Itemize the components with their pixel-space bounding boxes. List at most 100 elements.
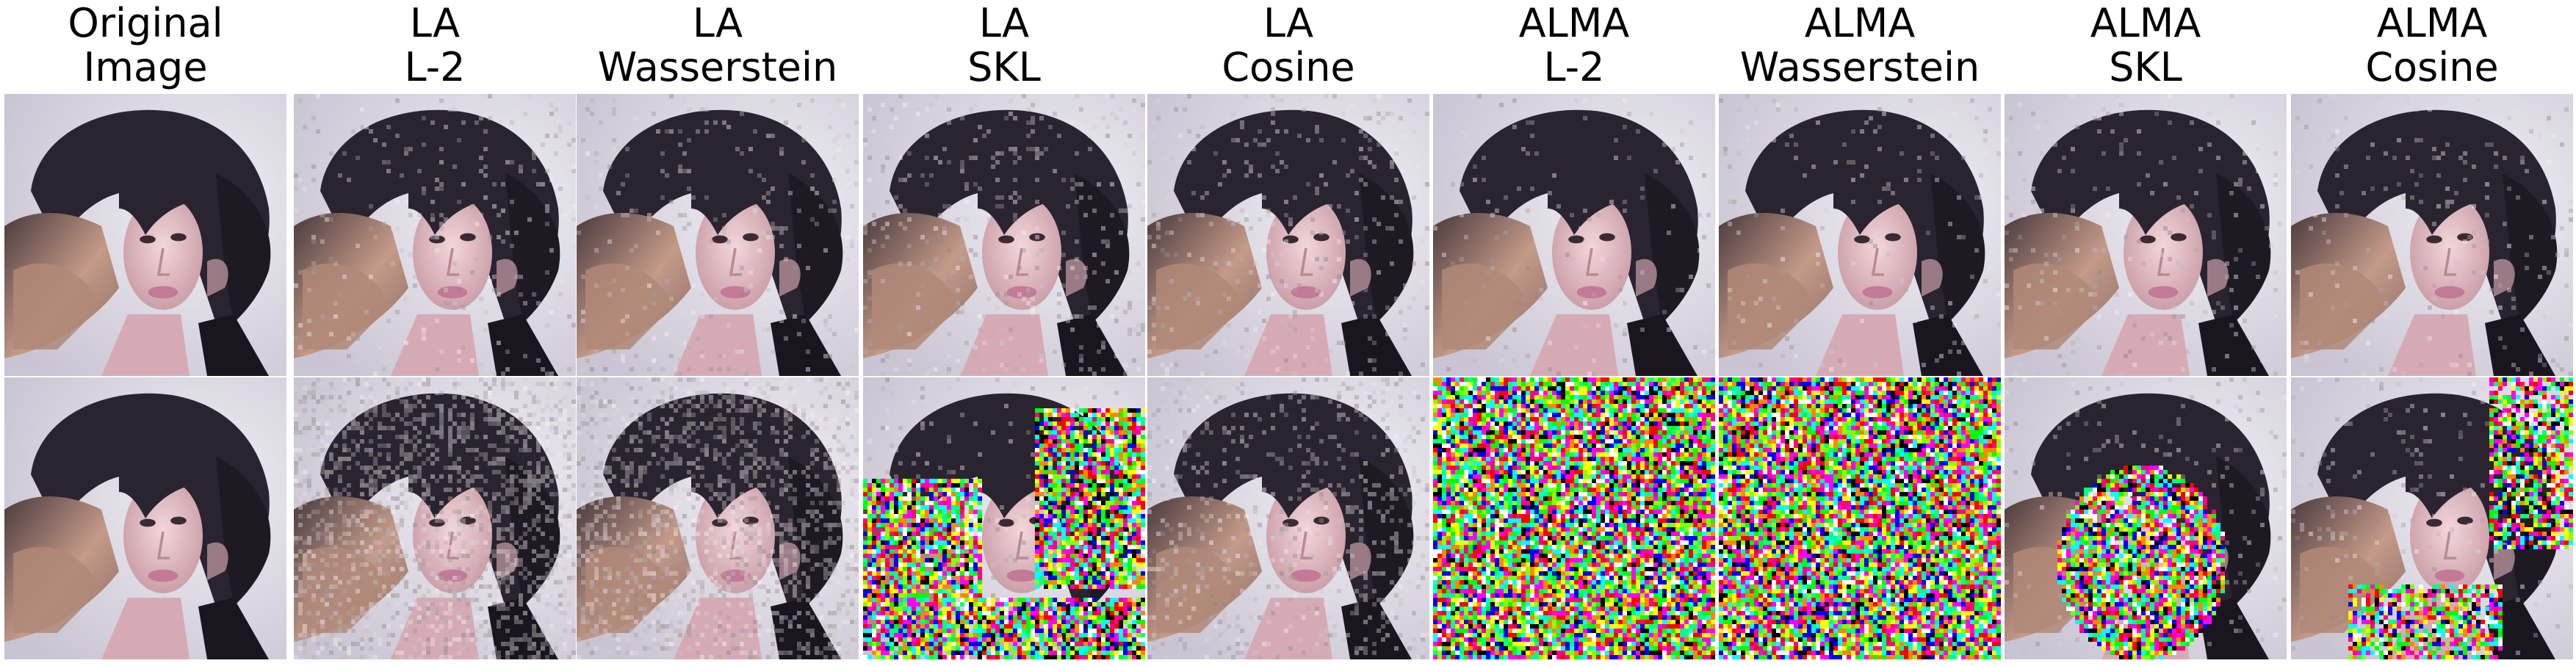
noise-layer [1719,377,2001,659]
shoulder-strap [1627,314,1698,376]
shoulder-strap [1913,314,1983,376]
nose [1871,247,1884,276]
hair-strand [2013,263,2101,350]
column-title-line2: SKL [967,44,1041,90]
portrait-image [2005,94,2287,376]
column-title-line2: Cosine [2365,44,2499,90]
reconstruction-tile [1147,94,1429,376]
portrait-image [4,94,286,376]
shoulder-strap [2198,314,2269,376]
noise-layer [577,94,859,376]
reconstruction-tile [2291,94,2573,376]
bangs [2119,178,2207,235]
right-eye [2457,233,2473,242]
noise-layer [863,94,1145,376]
reconstruction-tile [577,94,859,376]
portrait-image [1147,94,1429,376]
lips [1291,569,1321,582]
hair-shadow [216,173,271,323]
neck [2101,314,2190,376]
reconstruction-tile [1433,94,1715,376]
nose [1585,247,1598,276]
hair-shadow [788,457,843,607]
hair-shadow [505,173,560,323]
column-title: LA Wasserstein [577,1,859,90]
reconstruction-tile [1147,377,1429,659]
noise-layer [577,377,859,659]
column-title-line1: LA [1263,0,1314,46]
lips [437,286,468,299]
hand [2494,258,2515,297]
column-title-line2: L-2 [1543,44,1605,90]
bangs [1262,462,1350,518]
bangs [119,462,207,518]
noise-layer [294,377,576,659]
nose [1299,531,1313,560]
portrait-image [4,377,286,659]
neck [1530,314,1618,376]
lips [437,569,468,582]
bangs [1833,178,1922,235]
right-eye [2171,233,2187,242]
lips [2434,569,2465,582]
column-title-line2: Image [83,44,208,90]
reconstruction-tile [294,94,576,376]
hand [1922,258,1943,297]
column-title: LA Cosine [1147,1,1429,90]
reconstruction-tile [2005,377,2287,659]
left-eye [140,518,156,527]
noise-layer [1147,377,1429,659]
right-eye [1885,233,1901,242]
hair-strand [1156,546,1244,633]
hand [2207,258,2229,297]
shoulder-strap [198,314,269,376]
noise-layer [2005,377,2287,659]
left-eye [429,235,445,244]
portrait-image [577,94,859,376]
hand [2494,542,2515,580]
portrait-image [863,94,1145,376]
hand [1636,258,1657,297]
hair-strand [303,263,391,350]
nose [1015,247,1028,276]
portrait-image [1719,377,2001,659]
shoulder-strap [1341,314,1412,376]
column-title-line2: Wasserstein [1739,44,1980,90]
shoulder-strap [771,314,841,376]
reconstruction-tile [1719,94,2001,376]
left-eye [998,235,1014,244]
portrait-image [577,377,859,659]
right-eye [1029,233,1045,242]
noise-layer [2291,377,2573,659]
left-eye [1282,518,1299,527]
right-eye [743,516,759,525]
reconstruction-tile [2291,377,2573,659]
right-eye [170,516,187,525]
hair-strand [13,546,101,633]
shoulder-strap [488,314,558,376]
column-title-line1: ALMA [1518,0,1630,46]
column-title: ALMA SKL [2005,1,2287,90]
shoulder-strap [1341,598,1412,659]
bangs [1262,178,1350,235]
left-eye [2426,235,2442,244]
lips [2148,286,2179,299]
hair-shadow [2216,457,2271,607]
portrait-image [1147,377,1429,659]
hair-shadow [2503,173,2558,323]
portrait-image [863,377,1145,659]
column-title: ALMA Wasserstein [1719,1,2001,90]
column-title-line2: Wasserstein [597,44,838,90]
hair-shadow [1359,457,1414,607]
right-eye [170,233,187,242]
left-eye [712,518,728,527]
bangs [691,178,779,235]
nose [729,531,742,560]
portrait-image [2005,377,2287,659]
portrait-image [2291,377,2573,659]
nose [156,247,170,276]
nose [729,247,742,276]
column-title: ALMA L-2 [1433,1,1715,90]
noise-layer [1433,377,1715,659]
hair-strand [1442,263,1530,350]
